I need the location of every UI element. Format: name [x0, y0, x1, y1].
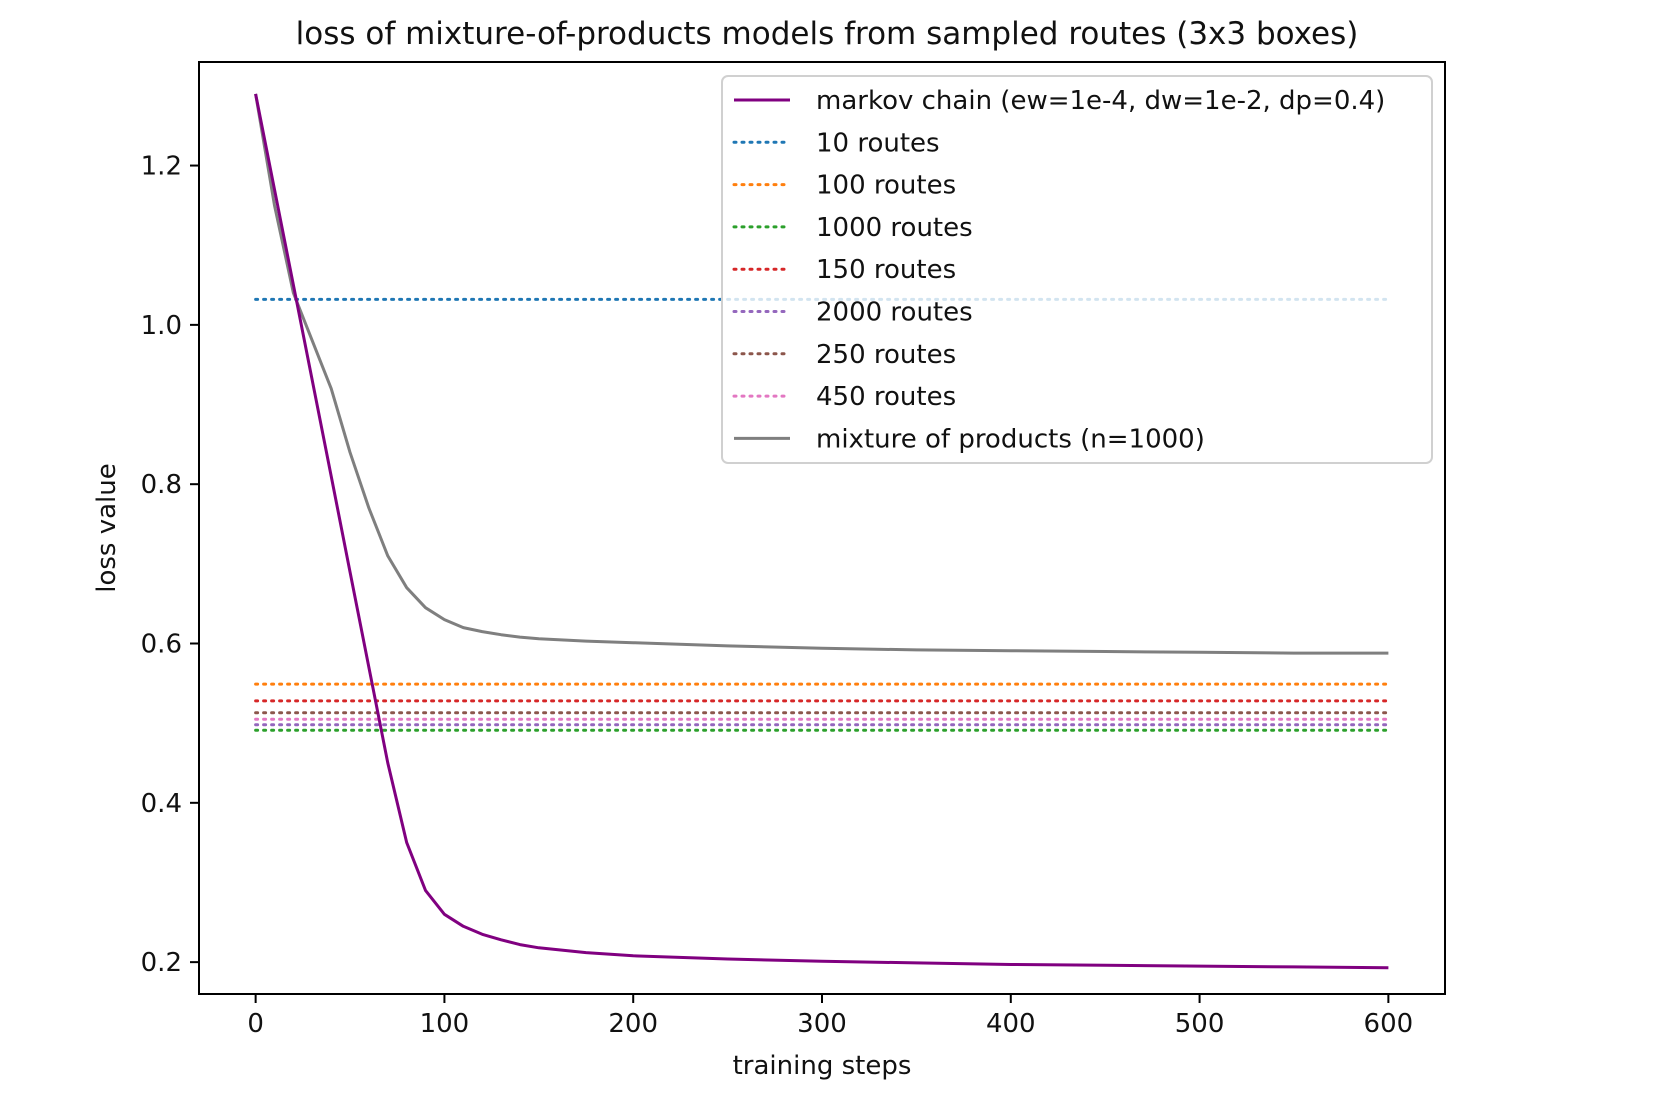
- x-axis: 0 100 200 300 400 500 600: [247, 994, 1413, 1039]
- x-tick-label: 400: [986, 1009, 1036, 1039]
- y-tick-label: 0.8: [141, 470, 182, 500]
- legend-label: 250 routes: [816, 340, 956, 370]
- y-tick-label: 0.6: [141, 630, 182, 660]
- legend-label: 150 routes: [816, 255, 956, 285]
- x-tick-label: 300: [797, 1009, 847, 1039]
- legend-label: mixture of products (n=1000): [816, 424, 1205, 454]
- y-tick-label: 1.2: [141, 152, 182, 182]
- legend-label: 2000 routes: [816, 298, 973, 328]
- y-tick-label: 0.4: [141, 789, 182, 819]
- legend-label: markov chain (ew=1e-4, dw=1e-2, dp=0.4): [816, 86, 1385, 116]
- series-line: [254, 93, 1389, 655]
- x-tick-label: 0: [247, 1009, 264, 1039]
- legend-label: 100 routes: [816, 171, 956, 201]
- y-axis-label: loss value: [92, 463, 122, 593]
- chart-title: loss of mixture-of-products models from …: [296, 16, 1359, 52]
- legend-label: 10 routes: [816, 128, 940, 158]
- x-tick-label: 100: [420, 1009, 470, 1039]
- legend: markov chain (ew=1e-4, dw=1e-2, dp=0.4) 1…: [721, 75, 1433, 464]
- y-tick-label: 1.0: [141, 311, 182, 341]
- legend-box: [721, 75, 1433, 464]
- x-tick-label: 600: [1364, 1009, 1414, 1039]
- series-line: [254, 93, 1389, 970]
- x-tick-label: 200: [608, 1009, 658, 1039]
- x-tick-label: 500: [1175, 1009, 1225, 1039]
- x-axis-label: training steps: [733, 1051, 912, 1081]
- y-tick-label: 0.2: [141, 948, 182, 978]
- legend-items: markov chain (ew=1e-4, dw=1e-2, dp=0.4) 1…: [732, 86, 1385, 454]
- legend-label: 1000 routes: [816, 213, 973, 243]
- legend-label: 450 routes: [816, 382, 956, 412]
- y-axis: 0.2 0.4 0.6 0.8 1.0 1.2: [141, 152, 199, 978]
- series-layer: [254, 93, 1390, 970]
